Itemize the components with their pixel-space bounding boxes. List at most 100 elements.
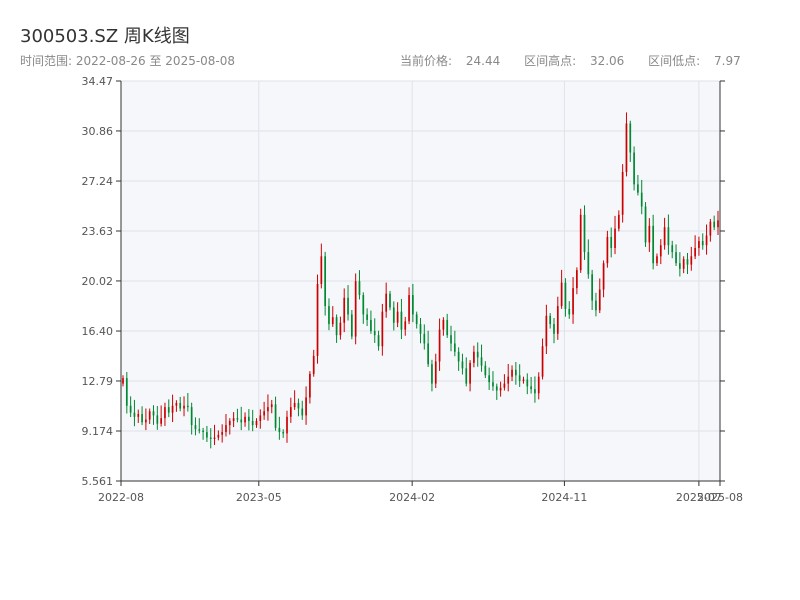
candle-body	[389, 293, 391, 308]
candle	[423, 324, 426, 350]
candle-body	[686, 259, 689, 265]
candle-body	[209, 437, 212, 439]
candle	[339, 316, 342, 340]
candle-body	[431, 364, 433, 384]
candle	[576, 267, 578, 295]
candle	[648, 218, 651, 252]
candle-body	[297, 402, 300, 409]
candle	[392, 301, 395, 331]
x-tick-label: 2025-07	[676, 491, 722, 504]
candle-body	[240, 419, 243, 423]
candle	[248, 409, 250, 431]
candle	[190, 402, 193, 435]
candle-body	[354, 281, 357, 337]
candle	[354, 273, 357, 345]
candle	[560, 269, 563, 309]
candle	[251, 409, 254, 432]
candle	[202, 427, 204, 440]
candle-body	[541, 346, 544, 377]
candle-body	[236, 418, 239, 420]
candle	[568, 301, 571, 319]
candle	[350, 309, 353, 340]
candle-body	[244, 416, 246, 423]
candle-body	[476, 351, 479, 358]
candle	[213, 424, 216, 446]
candle-body	[560, 282, 563, 307]
candle	[457, 347, 460, 371]
range-end: 2025-08-08	[165, 54, 236, 68]
candle	[484, 361, 487, 379]
candle	[389, 290, 391, 311]
y-tick-label: 20.02	[82, 275, 114, 288]
candle-body	[202, 430, 204, 433]
candle	[690, 246, 693, 271]
candle-body	[278, 427, 281, 433]
candle-body	[164, 407, 166, 419]
candle	[137, 409, 140, 423]
candle-body	[713, 221, 716, 228]
y-tick-label: 23.63	[82, 225, 114, 238]
candle	[446, 313, 449, 338]
candle	[289, 397, 292, 423]
candle-body	[228, 420, 231, 426]
candle-body	[286, 416, 288, 434]
candle-body	[175, 402, 178, 406]
candle	[125, 371, 128, 414]
candle	[175, 400, 178, 412]
candle	[152, 405, 155, 425]
candle-body	[610, 236, 613, 249]
candle	[236, 408, 239, 423]
candle-body	[698, 241, 700, 249]
candle-body	[217, 434, 220, 438]
candle-body	[167, 407, 170, 413]
candle	[278, 416, 281, 440]
candle-body	[267, 407, 269, 412]
y-tick-label: 16.40	[82, 325, 114, 338]
candle	[148, 408, 151, 425]
candle	[583, 205, 586, 260]
candle-body	[495, 386, 498, 391]
candle-body	[434, 361, 437, 384]
candle-body	[671, 245, 674, 253]
current-price: 当前价格: 24.44	[400, 54, 501, 68]
candle	[602, 260, 605, 298]
candle	[503, 374, 506, 391]
candle-body	[679, 263, 681, 269]
candle-body	[152, 411, 155, 416]
candle	[465, 357, 468, 387]
candle-body	[446, 319, 449, 336]
candle	[556, 296, 559, 340]
candle	[579, 208, 582, 273]
candle-body	[549, 315, 552, 325]
candle-body	[305, 397, 307, 416]
candle-body	[621, 171, 624, 215]
candle-body	[309, 373, 311, 398]
candle	[404, 316, 407, 336]
candle-body	[362, 295, 365, 315]
candle	[621, 164, 624, 223]
candle-body	[682, 259, 685, 269]
candle	[347, 285, 349, 321]
candle-body	[419, 324, 422, 334]
candle	[679, 252, 681, 277]
candle-body	[717, 220, 719, 228]
candle-body	[141, 414, 143, 423]
candle	[240, 406, 243, 431]
candle	[541, 338, 544, 380]
candle	[587, 239, 590, 279]
candle-body	[328, 306, 330, 325]
candle-body	[629, 123, 632, 153]
y-tick-label: 34.47	[82, 75, 114, 88]
candle-body	[545, 315, 548, 347]
candle	[186, 393, 189, 412]
candle-body	[648, 225, 651, 243]
range-low: 区间低点: 7.97	[648, 54, 741, 68]
candle	[522, 376, 525, 384]
candle-body	[644, 206, 647, 243]
candle	[293, 390, 296, 410]
candle-body	[614, 228, 616, 249]
candle-body	[518, 375, 521, 381]
candle	[232, 412, 235, 428]
candle	[610, 227, 613, 258]
candle	[644, 202, 647, 247]
